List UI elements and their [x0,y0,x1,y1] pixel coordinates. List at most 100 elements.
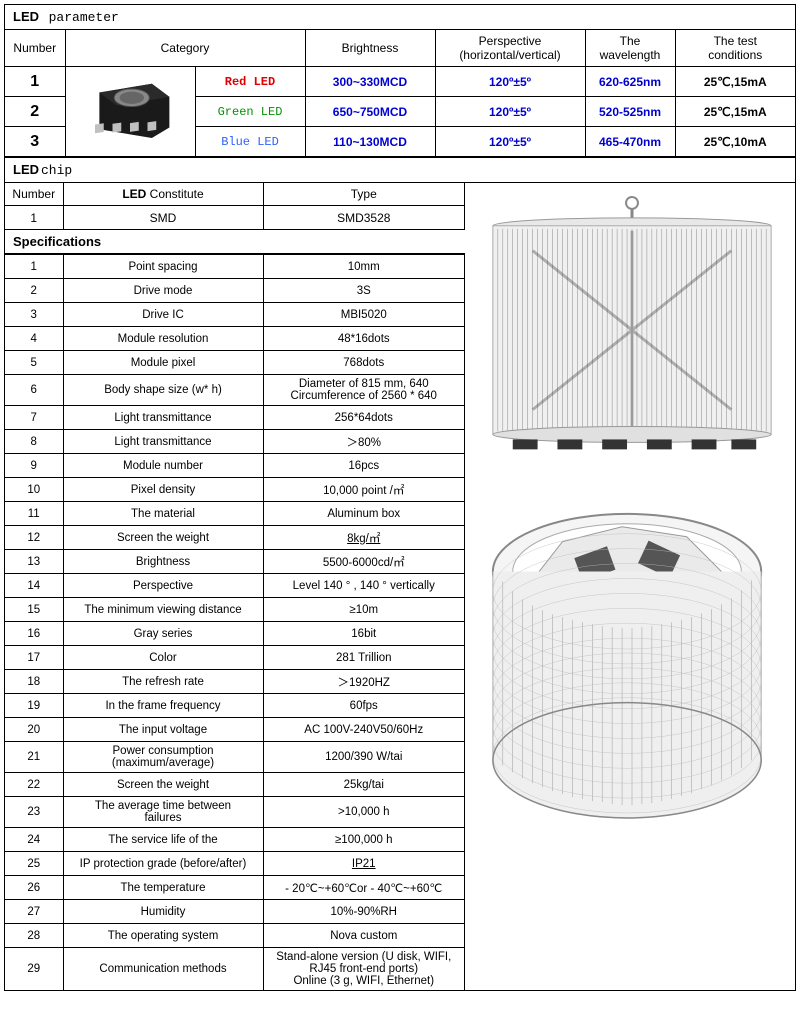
spec-label: Light transmittance [63,406,263,430]
spec-value: Diameter of 815 mm, 640Circumference of … [263,375,465,406]
spec-num: 12 [5,526,63,550]
led-chip-table: Number LED Constitute Type 1 SMD SMD3528 [5,183,465,230]
spec-num: 11 [5,502,63,526]
spec-row: 16Gray series16bit [5,622,465,646]
spec-num: 18 [5,670,63,694]
led-chip-icon [85,75,175,145]
product-image-side [473,191,791,469]
spec-num: 13 [5,550,63,574]
spec-value: 768dots [263,351,465,375]
spec-row: 5Module pixel768dots [5,351,465,375]
led-chip-title-bold: LED [13,162,39,177]
perspective: 120º±5º [435,97,585,127]
wavelength: 465-470nm [585,127,675,157]
spec-num: 6 [5,375,63,406]
spec-value: 25kg/tai [263,773,465,797]
specifications-header: Specifications [5,230,465,254]
spec-row: 21Power consumption(maximum/average)1200… [5,742,465,773]
col-number: Number [5,183,63,206]
spec-row: 26The temperature- 20℃~+60℃or - 40℃~+60℃ [5,876,465,900]
spec-label: Gray series [63,622,263,646]
brightness: 650~750MCD [305,97,435,127]
spec-value: IP21 [263,852,465,876]
brightness: 110~130MCD [305,127,435,157]
spec-row: 1Point spacing10mm [5,255,465,279]
spec-row: 17Color281 Trillion [5,646,465,670]
spec-row: 14PerspectiveLevel 140 ° , 140 ° vertica… [5,574,465,598]
led-parameter-header: LED parameter [5,5,795,30]
spec-label: Module resolution [63,327,263,351]
category: Red LED [195,67,305,97]
spec-row: 24The service life of the≥100,000 h [5,828,465,852]
spec-label: Light transmittance [63,430,263,454]
spec-value: 8kg/㎡ [263,526,465,550]
spec-label: Pixel density [63,478,263,502]
spec-label: The operating system [63,924,263,948]
led-chip-image-cell [65,67,195,157]
spec-row: 12Screen the weight8kg/㎡ [5,526,465,550]
spec-value: Aluminum box [263,502,465,526]
row-num: 3 [5,127,65,157]
spec-value: AC 100V-240V50/60Hz [263,718,465,742]
col-number: Number [5,30,65,67]
spec-num: 3 [5,303,63,327]
spec-label: Screen the weight [63,526,263,550]
spec-num: 8 [5,430,63,454]
chip-row: 1 SMD SMD3528 [5,206,465,230]
specifications-table: 1Point spacing10mm2Drive mode3S3Drive IC… [5,254,465,990]
chip-header-row: Number LED Constitute Type [5,183,465,206]
spec-row: 27Humidity10%-90%RH [5,900,465,924]
led-parameter-table: Number Category Brightness Perspective (… [5,30,795,157]
spec-num: 16 [5,622,63,646]
perspective: 120º±5º [435,67,585,97]
spec-num: 20 [5,718,63,742]
spec-label: The minimum viewing distance [63,598,263,622]
spec-value: - 20℃~+60℃or - 40℃~+60℃ [263,876,465,900]
spec-label: The material [63,502,263,526]
spec-label: IP protection grade (before/after) [63,852,263,876]
col-brightness: Brightness [305,30,435,67]
row-num: 1 [5,206,63,230]
spec-label: Module number [63,454,263,478]
spec-num: 25 [5,852,63,876]
spec-row: 10Pixel density10,000 point /㎡ [5,478,465,502]
led-chip-title-light: chip [41,163,72,178]
spec-label: Perspective [63,574,263,598]
spec-label: Power consumption(maximum/average) [63,742,263,773]
category: Green LED [195,97,305,127]
spec-value: 10,000 point /㎡ [263,478,465,502]
led-parameter-title-light: parameter [49,10,119,25]
spec-label: Humidity [63,900,263,924]
spec-value: Level 140 ° , 140 ° vertically [263,574,465,598]
spec-num: 17 [5,646,63,670]
spec-value: 10%-90%RH [263,900,465,924]
spec-value: 48*16dots [263,327,465,351]
col-category: Category [65,30,305,67]
row-num: 1 [5,67,65,97]
wavelength: 620-625nm [585,67,675,97]
spec-value: Nova custom [263,924,465,948]
spec-value: ≥100,000 h [263,828,465,852]
led-param-row-1: 1 Red LED 300~330MCD 120º±5º 620-625nm 2… [5,67,795,97]
spec-label: The average time betweenfailures [63,797,263,828]
col-wavelength: The wavelength [585,30,675,67]
spec-row: 29Communication methodsStand-alone versi… [5,948,465,991]
spec-value: 5500-6000cd/㎡ [263,550,465,574]
spec-label: The refresh rate [63,670,263,694]
wavelength: 520-525nm [585,97,675,127]
col-constitute: LED Constitute [63,183,263,206]
spec-row: 9Module number16pcs [5,454,465,478]
spec-num: 29 [5,948,63,991]
led-chip-header: LEDchip [5,157,795,183]
spec-value: ≥10m [263,598,465,622]
spec-num: 19 [5,694,63,718]
spec-num: 14 [5,574,63,598]
spec-row: 23The average time betweenfailures>10,00… [5,797,465,828]
lower-section: Number LED Constitute Type 1 SMD SMD3528… [5,183,795,990]
spec-value: 3S [263,279,465,303]
spec-num: 26 [5,876,63,900]
col-conditions: The test conditions [675,30,795,67]
spec-label: Color [63,646,263,670]
col-perspective: Perspective (horizontal/vertical) [435,30,585,67]
specifications-title: Specifications [13,234,101,249]
